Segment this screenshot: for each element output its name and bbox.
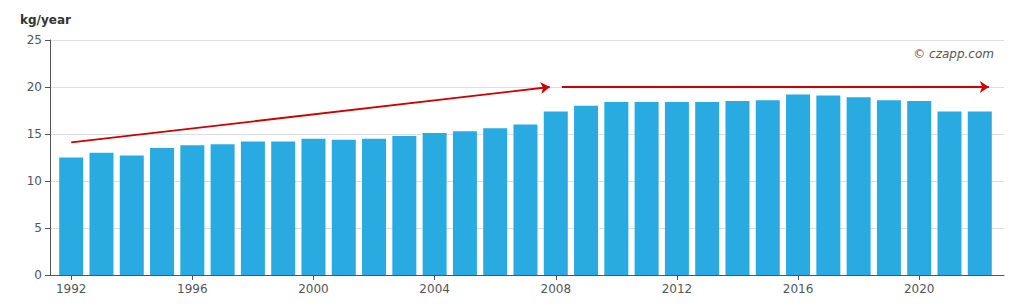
svg-text:2020: 2020 [904,282,935,296]
svg-text:1996: 1996 [177,282,208,296]
svg-text:2000: 2000 [298,282,329,296]
svg-text:10: 10 [27,174,42,188]
svg-text:2012: 2012 [662,282,693,296]
svg-text:5: 5 [34,221,42,235]
svg-text:1992: 1992 [56,282,87,296]
svg-text:2008: 2008 [540,282,571,296]
svg-text:© czapp.com: © czapp.com [913,47,994,61]
svg-text:25: 25 [27,33,42,47]
svg-text:20: 20 [27,80,42,94]
svg-text:2016: 2016 [783,282,814,296]
svg-text:kg/year: kg/year [20,13,71,27]
svg-text:15: 15 [27,127,42,141]
svg-text:0: 0 [34,268,42,282]
svg-text:2004: 2004 [419,282,450,296]
